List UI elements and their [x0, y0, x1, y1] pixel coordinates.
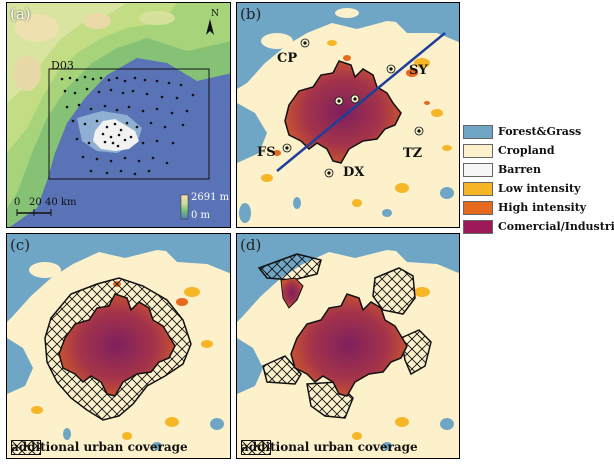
city-label-tz: TZ	[403, 146, 423, 161]
elevation-min-label: 0 m	[191, 210, 211, 221]
panel-label-b: (b)	[240, 5, 262, 23]
legend-item-commercial-industrial: Comercial/Industrial	[463, 217, 614, 236]
legend-item-high-intensity: High intensity	[463, 198, 613, 217]
city-label-cp: CP	[277, 51, 298, 66]
legend-label: Forest&Grass	[498, 125, 582, 138]
legend-label: High intensity	[498, 201, 587, 214]
scale-tick-0: 0	[14, 197, 21, 208]
additional-urban-legend-d: additional urban coverage	[241, 440, 418, 455]
panel-b-landuse-map: (b) CP SY FS TZ DX	[236, 2, 460, 228]
domain-label-d03: D03	[51, 59, 74, 72]
legend-label: Low intensity	[498, 182, 581, 195]
panel-label-a: (a)	[10, 5, 31, 23]
city-label-dx: DX	[343, 165, 365, 180]
legend-swatch	[463, 219, 493, 234]
elevation-max-label: 2691 m	[191, 192, 230, 203]
legend-swatch	[463, 181, 493, 196]
hatch-swatch	[241, 440, 271, 455]
panel-label-d: (d)	[240, 236, 262, 254]
landuse-legend: Forest&Grass Cropland Barren Low intensi…	[463, 122, 614, 236]
legend-label: Cropland	[498, 144, 555, 157]
additional-urban-label-d: additional urban coverage	[241, 440, 418, 454]
legend-label: Barren	[498, 163, 542, 176]
city-label-fs: FS	[257, 145, 276, 160]
additional-urban-label-c: additional urban coverage	[11, 440, 188, 454]
additional-urban-legend-c: additional urban coverage	[11, 440, 188, 455]
panel-c-urban-expansion: (c) additional urban coverage	[6, 233, 231, 459]
legend-item-cropland: Cropland	[463, 141, 613, 160]
scale-tick-20: 20	[29, 197, 42, 208]
legend-swatch	[463, 162, 493, 177]
legend-swatch	[463, 200, 493, 215]
panel-a-terrain-map: (a) D03 N 0 20 40 km 2691 m 0 m	[6, 2, 231, 228]
legend-swatch	[463, 124, 493, 139]
north-arrow-label: N	[211, 9, 219, 19]
panel-d-urban-expansion: (d) additional urban coverage	[236, 233, 460, 459]
hatch-swatch	[11, 440, 41, 455]
legend-item-barren: Barren	[463, 160, 613, 179]
city-label-sy: SY	[409, 63, 428, 78]
legend-item-low-intensity: Low intensity	[463, 179, 613, 198]
panel-label-c: (c)	[10, 236, 31, 254]
legend-swatch	[463, 143, 493, 158]
legend-label: Comercial/Industrial	[498, 220, 614, 233]
legend-item-forest-grass: Forest&Grass	[463, 122, 613, 141]
scale-tick-40: 40 km	[45, 197, 77, 208]
